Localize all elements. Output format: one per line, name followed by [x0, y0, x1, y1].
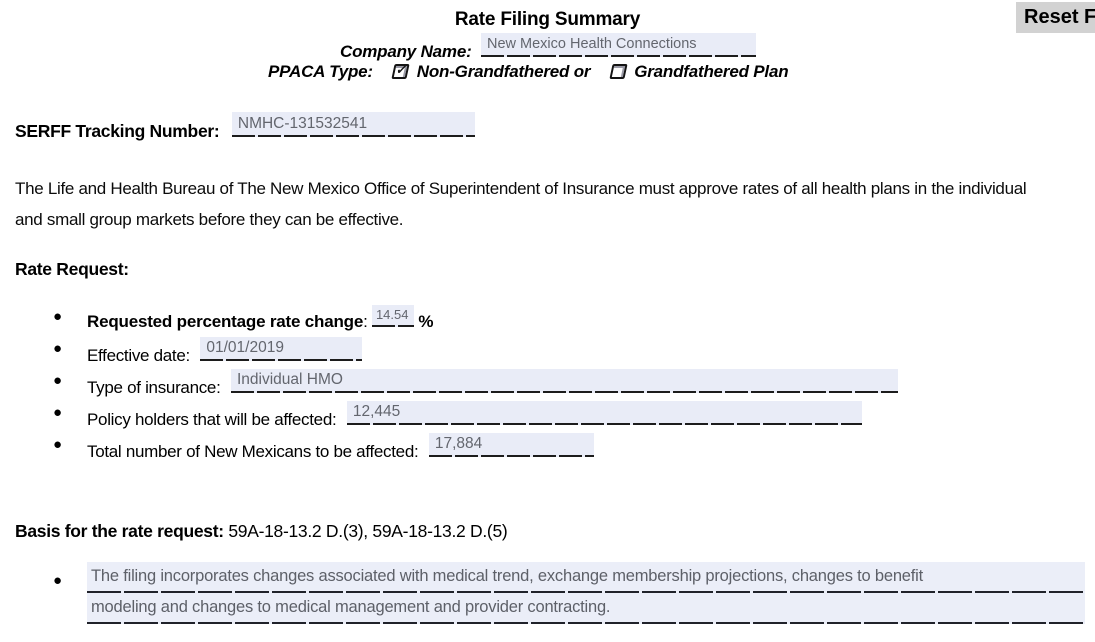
narrative-line: modeling and changes to medical manageme…: [87, 593, 1085, 624]
company-name-field[interactable]: New Mexico Health Connections: [481, 33, 756, 57]
bullet-icon: ●: [53, 436, 63, 453]
narrative-line: The filing incorporates changes associat…: [87, 562, 1085, 593]
company-name-label: Company Name:: [340, 42, 472, 61]
bullet-icon: ●: [53, 308, 63, 325]
rate-change-colon: :: [363, 312, 372, 331]
rate-request-list: ● Requested percentage rate change: 14.5…: [0, 305, 1095, 465]
rate-change-field[interactable]: 14.54: [372, 305, 414, 327]
company-name-row: Company Name: New Mexico Health Connecti…: [340, 33, 756, 62]
non-grandfathered-label: Non-Grandfathered or: [416, 62, 591, 81]
intro-paragraph: The Life and Health Bureau of The New Me…: [15, 179, 1027, 229]
list-item: ● Requested percentage rate change: 14.5…: [0, 305, 1095, 337]
effective-date-label: Effective date:: [87, 346, 190, 365]
policy-holders-field[interactable]: 12,445: [347, 401, 862, 425]
list-item: ● Effective date: 01/01/2019: [0, 337, 1095, 369]
grandfathered-label: Grandfathered Plan: [634, 62, 789, 81]
page-title: Rate Filing Summary: [454, 9, 641, 30]
effective-date-field[interactable]: 01/01/2019: [200, 337, 362, 361]
list-item: ● Total number of New Mexicans to be aff…: [0, 433, 1095, 465]
type-of-insurance-field[interactable]: Individual HMO: [231, 369, 898, 393]
ppaca-type-label: PPACA Type:: [268, 62, 373, 81]
rate-change-label: Requested percentage rate change: [87, 312, 364, 331]
bullet-icon: ●: [53, 404, 63, 421]
bullet-icon: ●: [53, 340, 63, 357]
percent-sign: %: [418, 312, 434, 331]
reset-form-button[interactable]: Reset Form: [1016, 2, 1095, 33]
ppaca-type-row: PPACA Type: Non-Grandfathered or Grandfa…: [268, 62, 794, 82]
total-affected-label: Total number of New Mexicans to be affec…: [87, 442, 419, 461]
bullet-icon: ●: [53, 572, 63, 589]
total-affected-field[interactable]: 17,884: [429, 433, 594, 457]
rate-request-heading: Rate Request:: [15, 259, 129, 279]
basis-value: 59A-18-13.2 D.(3), 59A-18-13.2 D.(5): [228, 521, 508, 541]
serff-tracking-field[interactable]: NMHC-131532541: [232, 112, 475, 137]
checkbox-unchecked-icon[interactable]: [609, 64, 628, 79]
basis-label: Basis for the rate request:: [15, 521, 224, 541]
checkbox-checked-icon[interactable]: [391, 64, 410, 79]
list-item: ● Type of insurance: Individual HMO: [0, 369, 1095, 401]
list-item: ● Policy holders that will be affected: …: [0, 401, 1095, 433]
narrative-field[interactable]: The filing incorporates changes associat…: [87, 562, 1085, 624]
serff-tracking-label: SERFF Tracking Number:: [15, 121, 220, 141]
bullet-icon: ●: [53, 372, 63, 389]
type-of-insurance-label: Type of insurance:: [87, 378, 221, 397]
policy-holders-label: Policy holders that will be affected:: [87, 410, 337, 429]
basis-row: Basis for the rate request: 59A-18-13.2 …: [15, 521, 508, 542]
serff-tracking-row: SERFF Tracking Number: NMHC-131532541: [15, 112, 475, 142]
